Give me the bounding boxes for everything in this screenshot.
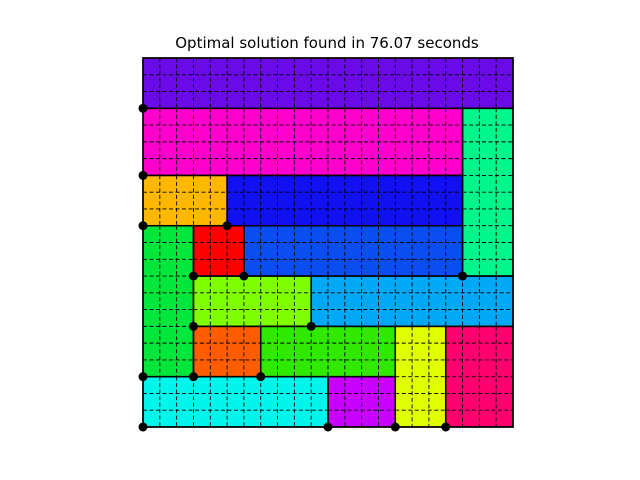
corner-dot (138, 422, 148, 432)
corner-dot (188, 271, 198, 281)
corner-dot (256, 372, 266, 382)
piece-fill (193, 225, 244, 277)
piece-sky-blue (311, 276, 513, 327)
piece-magenta (143, 108, 463, 176)
corner-dot (138, 372, 148, 382)
piece-cyan (143, 376, 328, 427)
piece-yellow (395, 326, 446, 427)
corner-dot (138, 170, 148, 180)
piece-fill (243, 225, 463, 277)
corner-dot (390, 422, 400, 432)
pieces-layer (143, 58, 513, 427)
piece-green-left (143, 225, 194, 377)
piece-orange (193, 326, 261, 377)
piece-lime (193, 276, 312, 327)
corner-dots-layer (138, 103, 468, 432)
piece-bright-green (260, 326, 396, 377)
piece-mint (462, 108, 513, 277)
piece-royal-blue (243, 225, 463, 277)
piece-fill (143, 225, 194, 377)
piece-fill (143, 376, 328, 427)
piece-red (193, 225, 244, 277)
corner-dot (441, 422, 451, 432)
corner-dot (323, 422, 333, 432)
corner-dot (138, 221, 148, 231)
corner-dot (222, 221, 232, 231)
corner-dot (239, 271, 249, 281)
piece-fill (143, 175, 228, 226)
corner-dot (306, 321, 316, 331)
piece-rose (445, 326, 513, 427)
corner-dot (188, 372, 198, 382)
piece-blue (227, 175, 463, 226)
piece-violet-top (143, 58, 513, 109)
corner-dot (138, 103, 148, 113)
piece-fill (193, 276, 312, 327)
figure-title: Optimal solution found in 76.07 seconds (175, 34, 479, 52)
corner-dot (458, 271, 468, 281)
piece-amber (143, 175, 228, 226)
piece-purple (328, 376, 396, 427)
corner-dot (188, 321, 198, 331)
